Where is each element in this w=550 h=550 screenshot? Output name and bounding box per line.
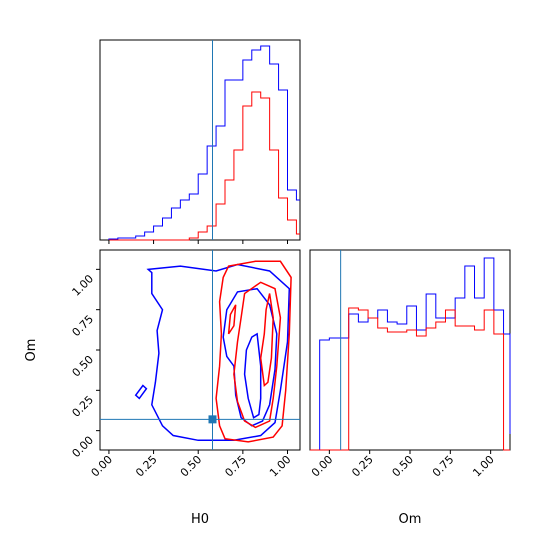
blue-contour-2 [243,332,262,419]
h0-histograms [108,45,300,241]
h0-tick-label-4: 1.00 [267,453,294,480]
om-y-tick-label-2: 0.50 [70,353,97,380]
om-y-tick-label-4: 1.00 [70,272,97,299]
x-axis-label-h0: H0 [191,512,209,527]
om-hist-blue [310,257,511,451]
om-x-tick-label-4: 1.00 [470,453,497,480]
panel-h0-frame [99,39,301,241]
red-contour-1 [233,281,282,429]
h0-tick-label-3: 0.75 [222,453,249,480]
blue-contour-3 [134,384,148,400]
joint-contours [134,260,292,443]
om-x-tick-label-1: 0.25 [349,453,376,480]
om-x-tick-label-2: 0.50 [390,453,417,480]
panel-h0-marginal [99,39,301,241]
om-x-tick-label-3: 0.75 [430,453,457,480]
om-hist-red [310,307,510,451]
om-histograms [310,257,511,451]
panel-joint [99,249,301,451]
h0-hist-blue [108,45,300,240]
x-axis-label-om: Om [399,512,422,527]
om-x-tick-label-0: 0.00 [309,453,336,480]
om-y-tick-label-3: 0.75 [70,313,97,340]
blue-contour-0 [146,263,291,442]
y-axis-label-om: Om [24,339,39,362]
red-contour-2 [259,293,274,388]
h0-tick-label-1: 0.25 [133,453,160,480]
panel-om-frame [309,249,511,451]
joint-truth-marker [208,415,217,424]
panel-om-marginal [309,249,511,451]
red-contour-3 [227,304,237,335]
h0-tick-label-0: 0.00 [89,453,116,480]
h0-tick-label-2: 0.50 [178,453,205,480]
om-y-tick-label-1: 0.25 [70,393,97,420]
red-contour-0 [215,260,292,443]
h0-hist-red [108,91,300,241]
om-y-tick-label-0: 0.00 [70,434,97,461]
axis-ticks: 0.000.000.000.250.250.250.500.500.500.75… [70,240,497,479]
